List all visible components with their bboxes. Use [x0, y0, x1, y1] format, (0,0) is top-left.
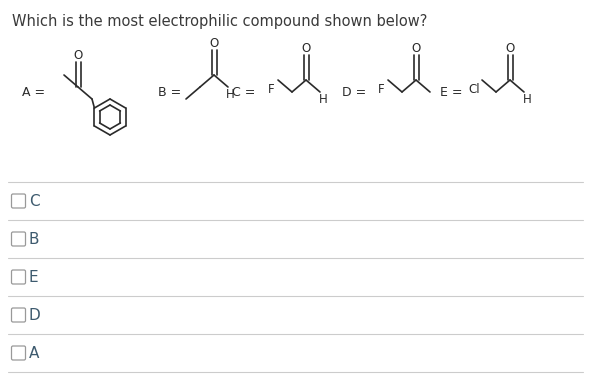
- Text: C =: C =: [232, 85, 256, 98]
- Text: B =: B =: [158, 85, 181, 98]
- FancyBboxPatch shape: [11, 308, 25, 322]
- Text: C: C: [29, 194, 40, 209]
- Text: A: A: [29, 345, 39, 361]
- Text: O: O: [209, 36, 219, 49]
- Text: H: H: [225, 87, 234, 100]
- Text: D =: D =: [342, 85, 366, 98]
- FancyBboxPatch shape: [11, 232, 25, 246]
- Text: F: F: [378, 82, 385, 96]
- Text: F: F: [268, 82, 275, 96]
- Text: H: H: [522, 93, 531, 105]
- Text: O: O: [301, 42, 311, 54]
- FancyBboxPatch shape: [11, 270, 25, 284]
- Text: D: D: [29, 307, 41, 323]
- Text: O: O: [412, 42, 420, 54]
- Text: Which is the most electrophilic compound shown below?: Which is the most electrophilic compound…: [12, 14, 428, 29]
- Text: B: B: [29, 232, 40, 247]
- Text: A =: A =: [22, 85, 45, 98]
- Text: E =: E =: [440, 85, 463, 98]
- Text: O: O: [505, 42, 515, 54]
- FancyBboxPatch shape: [11, 346, 25, 360]
- Text: E: E: [29, 270, 39, 285]
- Text: Cl: Cl: [468, 82, 480, 96]
- Text: O: O: [74, 49, 82, 62]
- FancyBboxPatch shape: [11, 194, 25, 208]
- Text: H: H: [318, 93, 327, 105]
